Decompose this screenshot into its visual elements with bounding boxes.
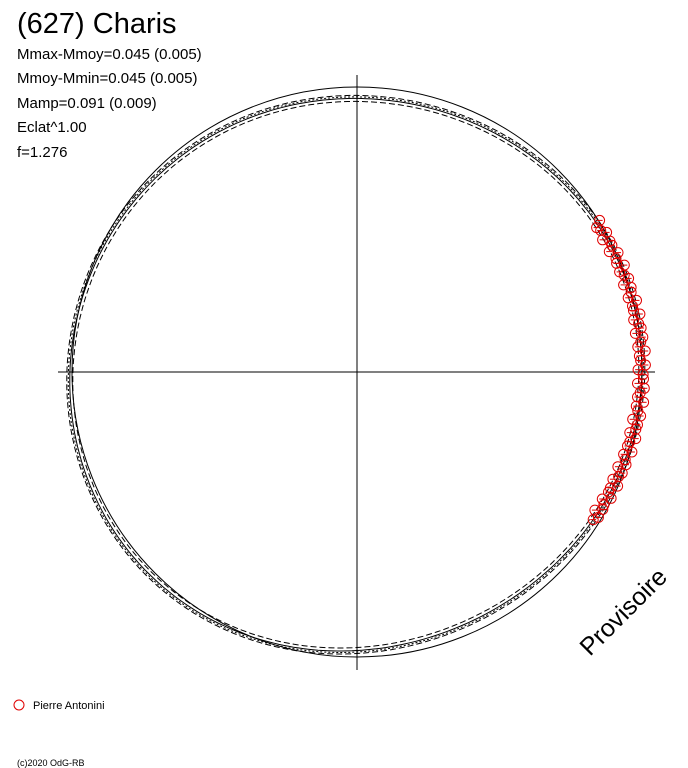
observation-point (630, 433, 642, 445)
observation-point (624, 436, 636, 448)
observation-point (612, 461, 624, 473)
observation-point (622, 292, 634, 304)
observation-point (624, 427, 636, 439)
observation-point (604, 482, 616, 494)
observation-point (610, 253, 622, 265)
observation-point (637, 331, 649, 343)
model-curves (66, 94, 646, 655)
model-curve (67, 96, 644, 653)
observation-point (603, 246, 615, 258)
stat-line: Mamp=0.091 (0.009) (17, 95, 157, 112)
observation-point (601, 226, 613, 238)
observation-point (628, 314, 640, 326)
title: (627) Charis (17, 8, 177, 40)
legend-marker (13, 699, 25, 711)
observation-point (630, 423, 642, 435)
observation-point (630, 400, 642, 412)
model-curve (66, 94, 646, 655)
model-curve (69, 97, 643, 652)
observation-point (591, 222, 603, 234)
observation-point (596, 493, 608, 505)
observation-point (631, 294, 642, 306)
model-curve (72, 100, 640, 649)
stat-line: Mmax-Mmoy=0.045 (0.005) (17, 46, 202, 63)
legend-label: Pierre Antonini (33, 700, 105, 712)
observation-point (594, 214, 606, 226)
stat-line: f=1.276 (17, 144, 67, 161)
stat-line: Mmoy-Mmin=0.045 (0.005) (17, 70, 197, 87)
copyright: (c)2020 OdG-RB (17, 758, 85, 768)
observation-point (634, 308, 646, 320)
observation-point (598, 499, 610, 511)
observation-point (627, 413, 639, 425)
stat-line: Eclat^1.00 (17, 119, 87, 136)
observation-point (618, 259, 630, 271)
observation-point (612, 247, 624, 259)
observation-points (587, 214, 651, 526)
observation-point (607, 473, 619, 485)
observation-point (589, 504, 601, 516)
